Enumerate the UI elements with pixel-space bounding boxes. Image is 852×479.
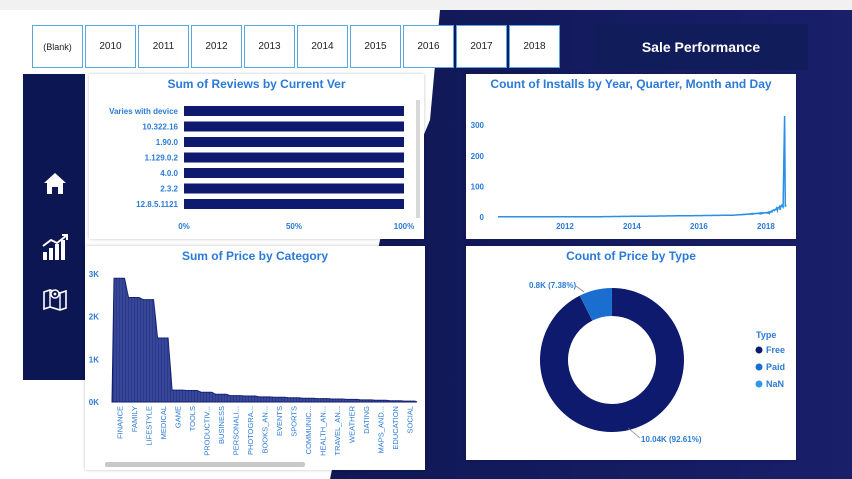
price-type-legend-label: Free <box>766 345 785 355</box>
price-category-label: SOCIAL <box>406 406 415 434</box>
price-category-label: MEDICAL <box>159 406 168 439</box>
reviews-chart-title: Sum of Reviews by Current Ver <box>167 77 346 91</box>
price-type-panel: Count of Price by Type 0.8K (7.38%) 10.04… <box>466 246 796 460</box>
price-category-y-tick: 2K <box>89 313 99 322</box>
price-category-scrollbar <box>105 462 305 467</box>
price-category-label: DATING <box>362 406 371 434</box>
price-category-title: Sum of Price by Category <box>181 249 329 263</box>
slicer-year-2[interactable]: 2011 <box>138 25 189 68</box>
price-category-label: COMMUNIC... <box>304 406 313 454</box>
price-type-legend-label: Paid <box>766 362 785 372</box>
top-strip <box>0 0 852 10</box>
price-category-label: BUSINESS <box>217 406 226 444</box>
reviews-bar <box>184 199 404 209</box>
price-type-slice-free <box>540 288 684 432</box>
price-category-label: FAMILY <box>130 406 139 432</box>
slicer-year-5[interactable]: 2014 <box>297 25 348 68</box>
installs-line <box>498 115 787 218</box>
reviews-category-label: 1.90.0 <box>156 138 179 147</box>
price-category-y-tick: 3K <box>89 270 99 279</box>
reviews-category-label: 2.3.2 <box>160 185 178 194</box>
price-type-legend-swatch <box>755 346 763 354</box>
reviews-category-label: 12.8.5.1121 <box>136 200 178 209</box>
price-category-label: WEATHER <box>348 405 357 443</box>
price-category-area <box>111 277 418 403</box>
price-category-label: EDUCATION <box>391 406 400 450</box>
price-category-panel: Sum of Price by Category 3K 2K 1K 0K FINANCE… <box>85 246 425 470</box>
price-category-label: MAPS_AND... <box>377 406 386 454</box>
price-category-label: GAME <box>173 406 182 428</box>
reviews-x-tick: 50% <box>286 222 302 231</box>
installs-chart-panel: Count of Installs by Year, Quarter, Mont… <box>466 74 796 239</box>
price-type-label-paid: 0.8K (7.38%) <box>529 281 576 290</box>
reviews-x-tick: 100% <box>394 222 414 231</box>
reviews-bar <box>184 106 404 116</box>
slicer-year-1[interactable]: 2010 <box>85 25 136 68</box>
price-type-leader-free <box>627 427 641 439</box>
price-category-chart: 3K 2K 1K 0K FINANCE FAMILY LIFESTYLE MEDICAL GAM… <box>89 270 418 467</box>
reviews-bar <box>184 183 404 194</box>
price-type-legend-swatch <box>755 380 763 388</box>
price-category-label: PERSONALI... <box>231 406 240 455</box>
nav-sidebar <box>23 74 85 380</box>
price-type-legend-swatch <box>755 363 763 371</box>
price-type-chart: 0.8K (7.38%) 10.04K (92.61%) Type Free Paid N… <box>529 281 785 444</box>
reviews-chart: Varies with device 10.322.16 1.90.0 1.129.0… <box>109 100 420 231</box>
price-category-label: PHOTOGRA... <box>246 406 255 455</box>
map-icon[interactable] <box>41 284 69 312</box>
year-slicer: (Blank) 2010 2011 2012 2013 2014 2015 2016 2017 2… <box>32 25 562 68</box>
slicer-year-6[interactable]: 2015 <box>350 25 401 68</box>
installs-x-tick: 2016 <box>690 222 708 231</box>
slicer-year-7[interactable]: 2016 <box>403 25 454 68</box>
installs-y-tick: 200 <box>471 152 485 161</box>
installs-y-tick: 300 <box>471 121 485 130</box>
installs-chart: 300 200 100 0 2012 2014 2016 2018 <box>471 115 787 231</box>
price-category-label: HEALTH_AN... <box>319 406 328 456</box>
reviews-bar <box>184 152 404 163</box>
price-category-y-tick: 0K <box>89 398 99 407</box>
reviews-bar <box>184 121 404 132</box>
page-title: Sale Performance <box>594 24 808 70</box>
slicer-year-4[interactable]: 2013 <box>244 25 295 68</box>
price-type-label-free: 10.04K (92.61%) <box>641 435 702 444</box>
price-category-label: TRAVEL_AN... <box>333 406 342 455</box>
price-type-legend-title: Type <box>756 330 776 340</box>
installs-y-tick: 0 <box>480 213 485 222</box>
price-type-leader-paid <box>575 285 585 293</box>
price-category-label: LIFESTYLE <box>144 406 153 446</box>
slicer-year-9[interactable]: 2018 <box>509 25 560 68</box>
installs-y-tick: 100 <box>471 182 485 191</box>
price-category-label: PRODUCTIV... <box>202 406 211 456</box>
installs-x-tick: 2012 <box>556 222 574 231</box>
installs-x-tick: 2014 <box>623 222 641 231</box>
reviews-category-label: 4.0.0 <box>160 169 178 178</box>
price-category-label: BOOKS_AN... <box>261 406 270 454</box>
reviews-scrollbar <box>416 100 420 218</box>
slicer-year-0[interactable]: (Blank) <box>32 25 83 68</box>
price-category-y-tick: 1K <box>89 355 99 364</box>
price-category-label: FINANCE <box>115 406 124 439</box>
analytics-icon[interactable] <box>41 234 69 262</box>
price-category-label: TOOLS <box>188 406 197 431</box>
slicer-year-8[interactable]: 2017 <box>456 25 507 68</box>
price-category-label: EVENTS <box>275 406 284 436</box>
price-type-title: Count of Price by Type <box>566 249 696 263</box>
slicer-year-3[interactable]: 2012 <box>191 25 242 68</box>
reviews-x-tick: 0% <box>178 222 190 231</box>
home-icon[interactable] <box>41 169 69 197</box>
reviews-bar <box>184 137 404 147</box>
reviews-chart-panel: Sum of Reviews by Current Ver Varies wit… <box>89 74 424 239</box>
reviews-category-label: 10.322.16 <box>142 123 178 132</box>
price-type-slice-paid <box>579 288 612 321</box>
reviews-category-label: 1.129.0.2 <box>145 154 179 163</box>
reviews-category-label: Varies with device <box>109 107 178 116</box>
price-type-legend-label: NaN <box>766 379 784 389</box>
installs-x-tick: 2018 <box>757 222 775 231</box>
price-category-label: SPORTS <box>290 406 299 437</box>
installs-chart-title: Count of Installs by Year, Quarter, Mont… <box>490 77 772 91</box>
reviews-bar <box>184 168 404 178</box>
